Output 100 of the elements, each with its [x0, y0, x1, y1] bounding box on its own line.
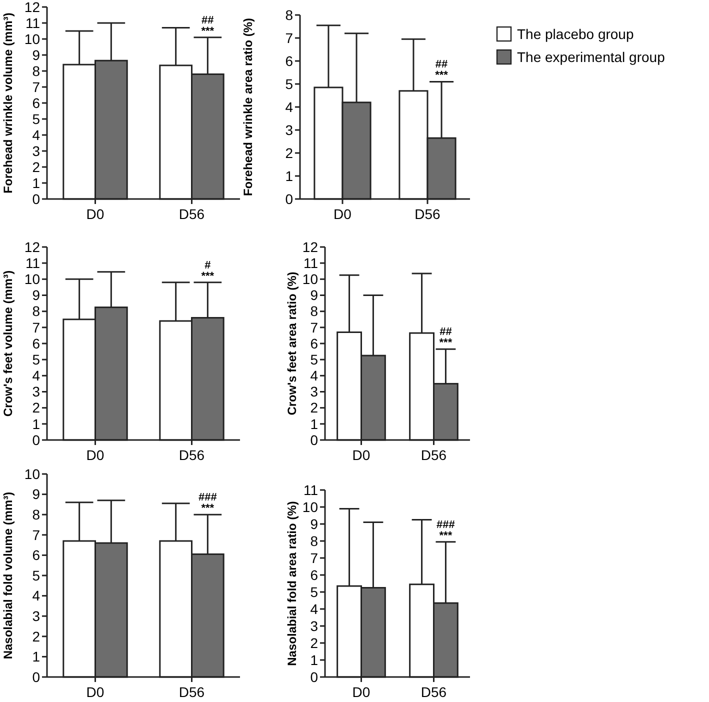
y-tick-label: 0 [310, 668, 318, 685]
y-axis-title: Forehead wrinkle area ratio (%) [241, 18, 255, 196]
y-axis-title: Nasolabial fold volume (mm³) [1, 492, 15, 660]
y-tick-label: 1 [310, 652, 318, 668]
y-tick-label: 5 [310, 351, 318, 368]
y-tick-label: 10 [302, 271, 318, 288]
y-tick-label: 5 [32, 567, 40, 584]
y-tick-label: 3 [32, 384, 40, 400]
x-tick-label: D0 [86, 447, 104, 463]
annotation: ## [435, 58, 448, 71]
y-tick-label: 3 [32, 142, 40, 159]
y-tick-label: 6 [32, 94, 40, 111]
y-tick-label: 0 [32, 190, 40, 207]
y-tick-label: 9 [32, 46, 40, 63]
y-tick-label: 7 [310, 319, 318, 336]
y-tick-label: 7 [32, 526, 40, 543]
x-tick-label: D0 [86, 684, 104, 700]
x-tick-label: D56 [420, 684, 447, 700]
y-tick-label: 6 [310, 335, 318, 352]
y-tick-label: 0 [310, 432, 318, 448]
y-tick-label: 1 [310, 416, 318, 432]
annotation: ## [202, 14, 214, 26]
y-tick-label: 4 [32, 588, 40, 604]
annotation: *** [439, 337, 453, 350]
y-tick-label: 12 [302, 238, 318, 255]
y-tick-label: 3 [285, 122, 294, 138]
y-tick-label: 3 [310, 618, 318, 634]
y-tick-label: 2 [310, 400, 318, 416]
y-tick-label: 2 [32, 158, 40, 175]
y-tick-label: 8 [32, 303, 40, 320]
y-tick-label: 1 [285, 168, 294, 184]
y-tick-label: 7 [310, 550, 318, 566]
y-tick-label: 10 [302, 498, 318, 515]
y-tick-label: 12 [24, 238, 40, 255]
x-tick-label: D56 [420, 447, 447, 463]
y-tick-label: 8 [285, 6, 294, 23]
y-tick-label: 6 [285, 52, 294, 69]
y-tick-label: 1 [32, 416, 40, 432]
y-tick-label: 4 [32, 126, 40, 143]
y-tick-label: 0 [32, 668, 40, 685]
x-tick-label: D56 [178, 206, 205, 222]
y-tick-label: 4 [285, 98, 294, 115]
y-tick-label: 9 [310, 516, 318, 532]
x-tick-label: D56 [178, 447, 205, 463]
y-tick-label: 8 [32, 506, 40, 522]
y-tick-label: 7 [32, 319, 40, 336]
y-tick-label: 11 [303, 482, 318, 498]
y-tick-label: 0 [285, 190, 294, 207]
y-tick-label: 5 [32, 351, 40, 368]
y-tick-label: 9 [32, 486, 40, 502]
y-tick-label: 2 [32, 628, 40, 644]
y-tick-label: 5 [310, 584, 318, 600]
y-tick-label: 2 [310, 634, 318, 651]
y-tick-label: 9 [32, 287, 40, 304]
y-tick-label: 5 [285, 76, 294, 92]
y-tick-label: 11 [25, 254, 40, 271]
y-axis-title: Crow's feet volume (mm³) [1, 270, 15, 417]
x-tick-label: D56 [178, 684, 205, 700]
y-tick-label: 6 [32, 547, 40, 564]
annotation: *** [435, 70, 449, 82]
y-tick-label: 7 [285, 30, 294, 46]
y-axis-title: Forehead wrinkle volume (mm³) [1, 12, 15, 194]
annotation: *** [201, 25, 215, 38]
y-tick-label: 8 [310, 303, 318, 320]
x-tick-label: D0 [352, 684, 370, 700]
y-tick-label: 10 [24, 30, 40, 47]
y-tick-label: 0 [32, 432, 40, 448]
y-tick-label: 11 [25, 14, 40, 31]
y-tick-label: 2 [285, 144, 294, 161]
y-tick-label: 1 [32, 174, 40, 191]
annotation: ### [436, 518, 455, 531]
x-tick-label: D0 [86, 206, 104, 222]
y-tick-label: 6 [32, 335, 40, 352]
legend-label: The placebo group [517, 26, 634, 42]
annotation: # [204, 259, 211, 272]
y-tick-label: 3 [32, 608, 40, 624]
y-tick-label: 1 [32, 648, 40, 665]
x-tick-label: D56 [414, 206, 441, 222]
y-tick-label: 10 [24, 271, 40, 288]
y-axis-title: Nasolabial fold area ratio (%) [285, 501, 299, 666]
y-tick-label: 7 [32, 78, 40, 95]
x-tick-label: D0 [352, 447, 370, 463]
y-tick-label: 4 [310, 600, 318, 617]
y-tick-label: 8 [32, 62, 40, 79]
y-tick-label: 4 [32, 368, 40, 384]
y-tick-label: 9 [310, 287, 318, 304]
annotation: *** [201, 270, 215, 282]
y-tick-label: 2 [32, 400, 40, 416]
y-tick-label: 3 [310, 384, 318, 400]
x-tick-label: D0 [334, 206, 352, 222]
annotation: *** [439, 530, 453, 542]
y-tick-label: 4 [310, 368, 318, 384]
y-tick-label: 10 [24, 466, 40, 482]
y-axis-title: Crow's feet area ratio (%) [285, 272, 299, 416]
annotation: ## [440, 326, 452, 338]
y-tick-label: 11 [303, 254, 318, 271]
annotation: ### [198, 492, 217, 504]
legend-label: The experimental group [517, 48, 666, 65]
y-tick-label: 6 [310, 566, 318, 583]
annotation: *** [201, 502, 215, 515]
